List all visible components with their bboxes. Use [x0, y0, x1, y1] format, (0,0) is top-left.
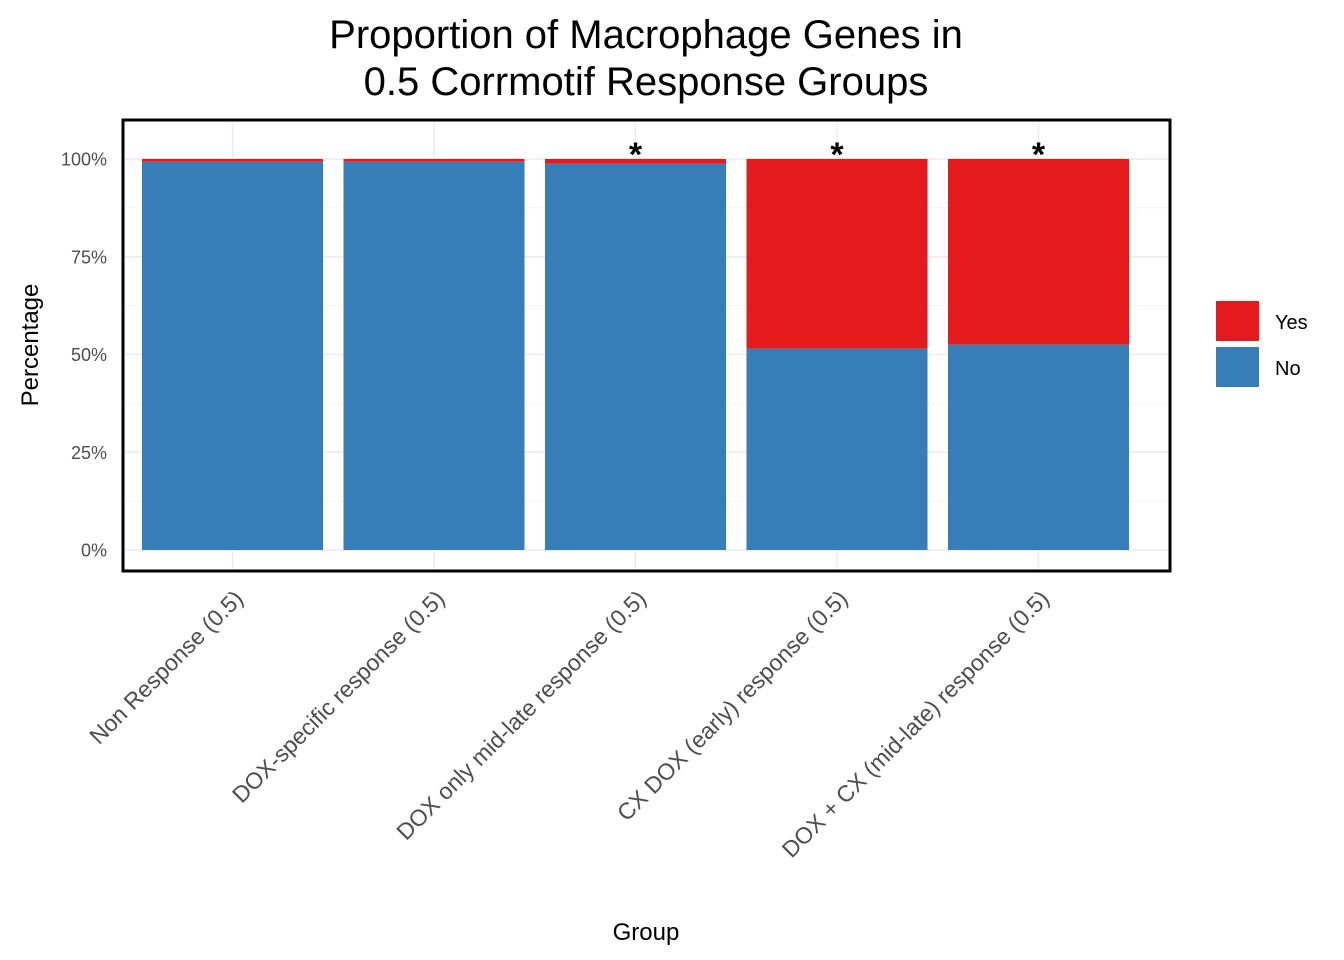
x-axis-title: Group [613, 919, 680, 946]
y-axis-title: Percentage [17, 284, 44, 407]
plot-panel-border [121, 118, 1172, 573]
legend-label-no: No [1275, 358, 1301, 380]
significance-asterisk: * [830, 136, 844, 174]
chart-title-line-1: Proportion of Macrophage Genes in [329, 13, 963, 57]
bar-segment-yes [343, 159, 525, 162]
x-tick-label: CX DOX (early) response (0.5) [612, 585, 853, 826]
y-axis: 0% 25% 50% 75% 100% [61, 150, 107, 561]
chart-title-line-2: 0.5 Corrmotif Response Groups [364, 60, 929, 104]
y-tick-label: 0% [81, 541, 107, 561]
bar-segment-yes [142, 159, 323, 162]
bar-segment-no [746, 348, 928, 550]
y-tick-label: 25% [71, 443, 107, 463]
bar-segment-no [545, 163, 726, 550]
legend: Yes No [1216, 301, 1308, 387]
x-tick-label: Non Response (0.5) [84, 585, 248, 749]
x-tick-label: DOX-specific response (0.5) [227, 585, 450, 808]
legend-label-yes: Yes [1275, 312, 1308, 334]
significance-asterisk: * [1032, 136, 1046, 174]
bar-segment-no [343, 161, 525, 550]
legend-swatch-yes [1216, 301, 1259, 341]
significance-asterisk: * [629, 136, 643, 174]
bar-segment-no [142, 161, 323, 550]
bars [142, 159, 1129, 550]
y-tick-label: 50% [71, 345, 107, 365]
bar-segment-no [948, 344, 1129, 550]
y-tick-label: 75% [71, 247, 107, 267]
significance-annotations: * * * [629, 136, 1046, 174]
chart-title: Proportion of Macrophage Genes in 0.5 Co… [329, 13, 963, 104]
legend-swatch-no [1216, 347, 1259, 387]
bar-segment-yes [746, 159, 928, 349]
bar-segment-yes [545, 159, 726, 164]
y-tick-label: 100% [61, 150, 107, 170]
bar-segment-yes [948, 159, 1129, 345]
x-axis: Non Response (0.5)DOX-specific response … [84, 585, 1054, 862]
